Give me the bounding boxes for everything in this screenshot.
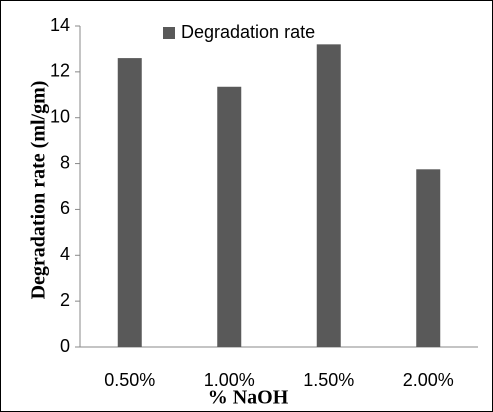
legend-label: Degradation rate <box>181 22 315 42</box>
y-tick-label: 6 <box>60 198 70 218</box>
y-tick-label: 10 <box>50 106 70 126</box>
y-tick-label: 12 <box>50 61 70 81</box>
y-axis-title: Degradation rate (ml/gm) <box>28 81 50 300</box>
x-axis-title: % NaOH <box>208 387 289 409</box>
y-tick-label: 0 <box>60 336 70 356</box>
x-tick-label: 0.50% <box>104 370 155 390</box>
y-tick-label: 4 <box>60 244 70 264</box>
x-tick-label: 1.00% <box>204 370 255 390</box>
y-tick-label: 8 <box>60 152 70 172</box>
y-tick-label: 14 <box>50 15 70 35</box>
bar <box>316 44 341 347</box>
bar <box>217 86 242 347</box>
legend-swatch <box>163 27 175 39</box>
bar <box>416 169 441 347</box>
x-tick-label: 1.50% <box>303 370 354 390</box>
y-tick-label: 2 <box>60 290 70 310</box>
x-tick-label: 2.00% <box>403 370 454 390</box>
bar <box>117 58 142 347</box>
